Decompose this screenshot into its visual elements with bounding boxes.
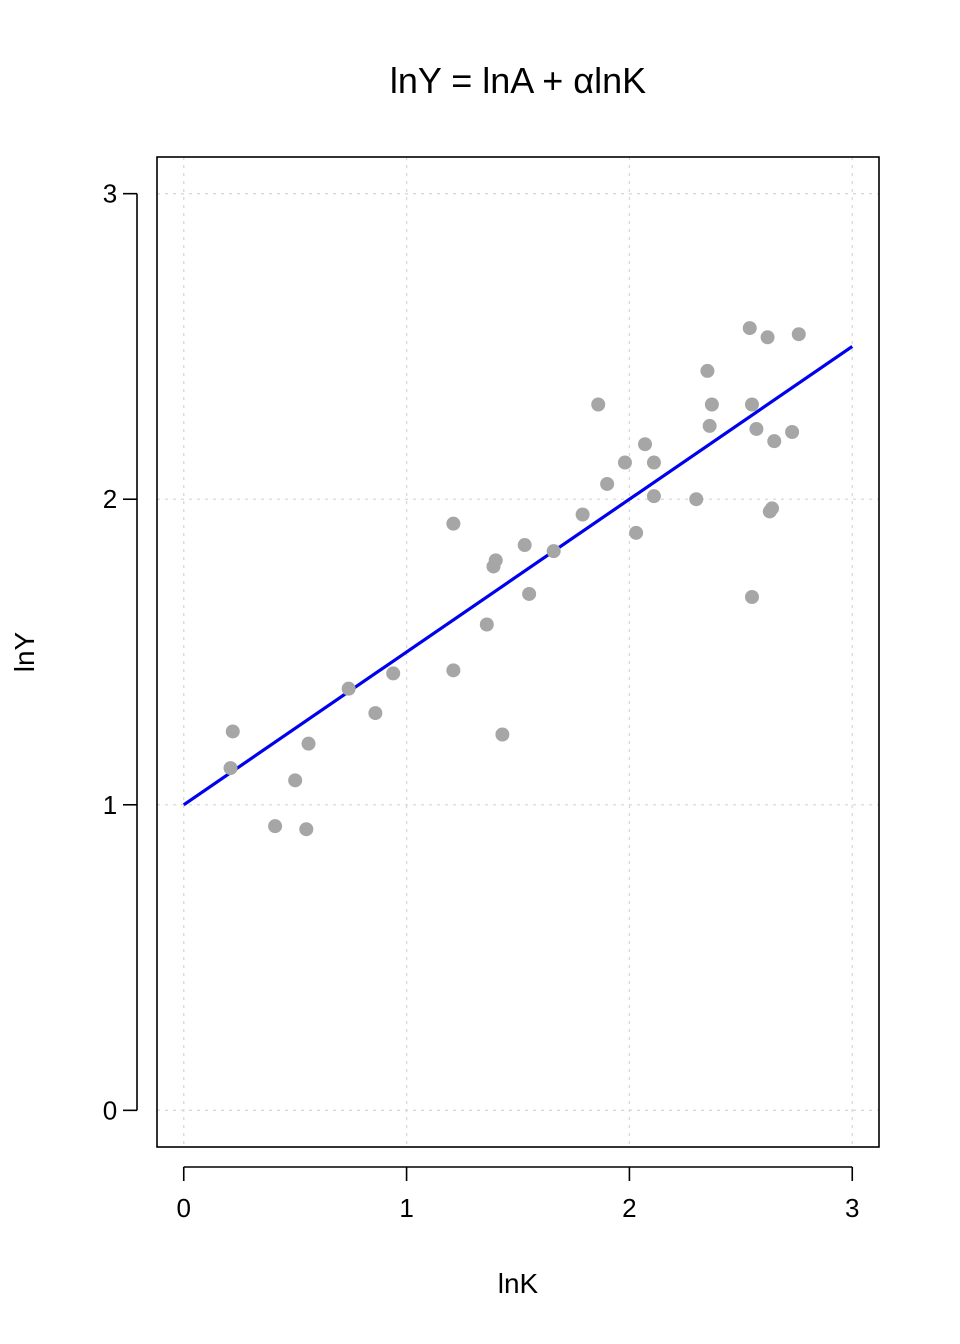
data-point — [749, 421, 764, 436]
data-point — [791, 327, 806, 342]
data-point — [341, 681, 356, 696]
data-point — [522, 586, 537, 601]
fit-line-layer — [182, 345, 854, 807]
data-point — [704, 397, 719, 412]
grid-lines — [157, 157, 879, 1147]
data-point — [600, 476, 615, 491]
data-point — [488, 553, 503, 568]
data-point — [268, 819, 283, 834]
x-axis-title: lnK — [498, 1268, 539, 1299]
x-tick-label: 0 — [177, 1193, 191, 1223]
x-tick-label: 1 — [399, 1193, 413, 1223]
x-axis: 0 1 2 3 — [177, 1166, 859, 1223]
y-tick-label: 1 — [103, 790, 117, 820]
data-point — [638, 437, 653, 452]
chart-title: lnY = lnA + αlnK — [390, 60, 646, 101]
data-point — [575, 507, 590, 522]
y-tick-label: 3 — [103, 179, 117, 209]
data-point — [744, 590, 759, 604]
y-tick-label: 0 — [103, 1095, 117, 1125]
data-point — [700, 363, 715, 378]
data-point — [223, 761, 238, 776]
data-point — [517, 538, 532, 553]
regression-line — [182, 345, 854, 807]
data-point — [301, 736, 316, 751]
data-point — [629, 525, 644, 540]
data-point — [495, 727, 510, 742]
y-axis: 0 1 2 3 — [103, 179, 138, 1125]
data-point — [785, 425, 800, 439]
data-point — [765, 501, 780, 516]
data-point — [299, 822, 314, 837]
plot-frame — [156, 156, 880, 1148]
data-point — [742, 321, 757, 336]
data-point — [591, 397, 606, 412]
data-point — [646, 489, 661, 504]
data-point — [767, 434, 782, 449]
data-point — [446, 663, 461, 678]
data-point — [368, 706, 383, 721]
data-point — [744, 397, 759, 412]
data-point — [760, 330, 775, 345]
data-point — [546, 544, 561, 559]
y-axis-title: lnY — [9, 631, 40, 672]
data-point — [225, 724, 240, 739]
data-point — [446, 516, 461, 531]
data-point — [386, 666, 401, 681]
data-point — [689, 492, 704, 507]
data-point — [479, 617, 494, 632]
x-tick-label: 3 — [845, 1193, 859, 1223]
data-point — [288, 773, 303, 788]
y-tick-label: 2 — [103, 484, 117, 514]
x-tick-label: 2 — [622, 1193, 636, 1223]
data-point — [702, 418, 717, 433]
data-point — [646, 455, 661, 470]
data-point — [617, 455, 632, 470]
data-points — [223, 321, 806, 837]
